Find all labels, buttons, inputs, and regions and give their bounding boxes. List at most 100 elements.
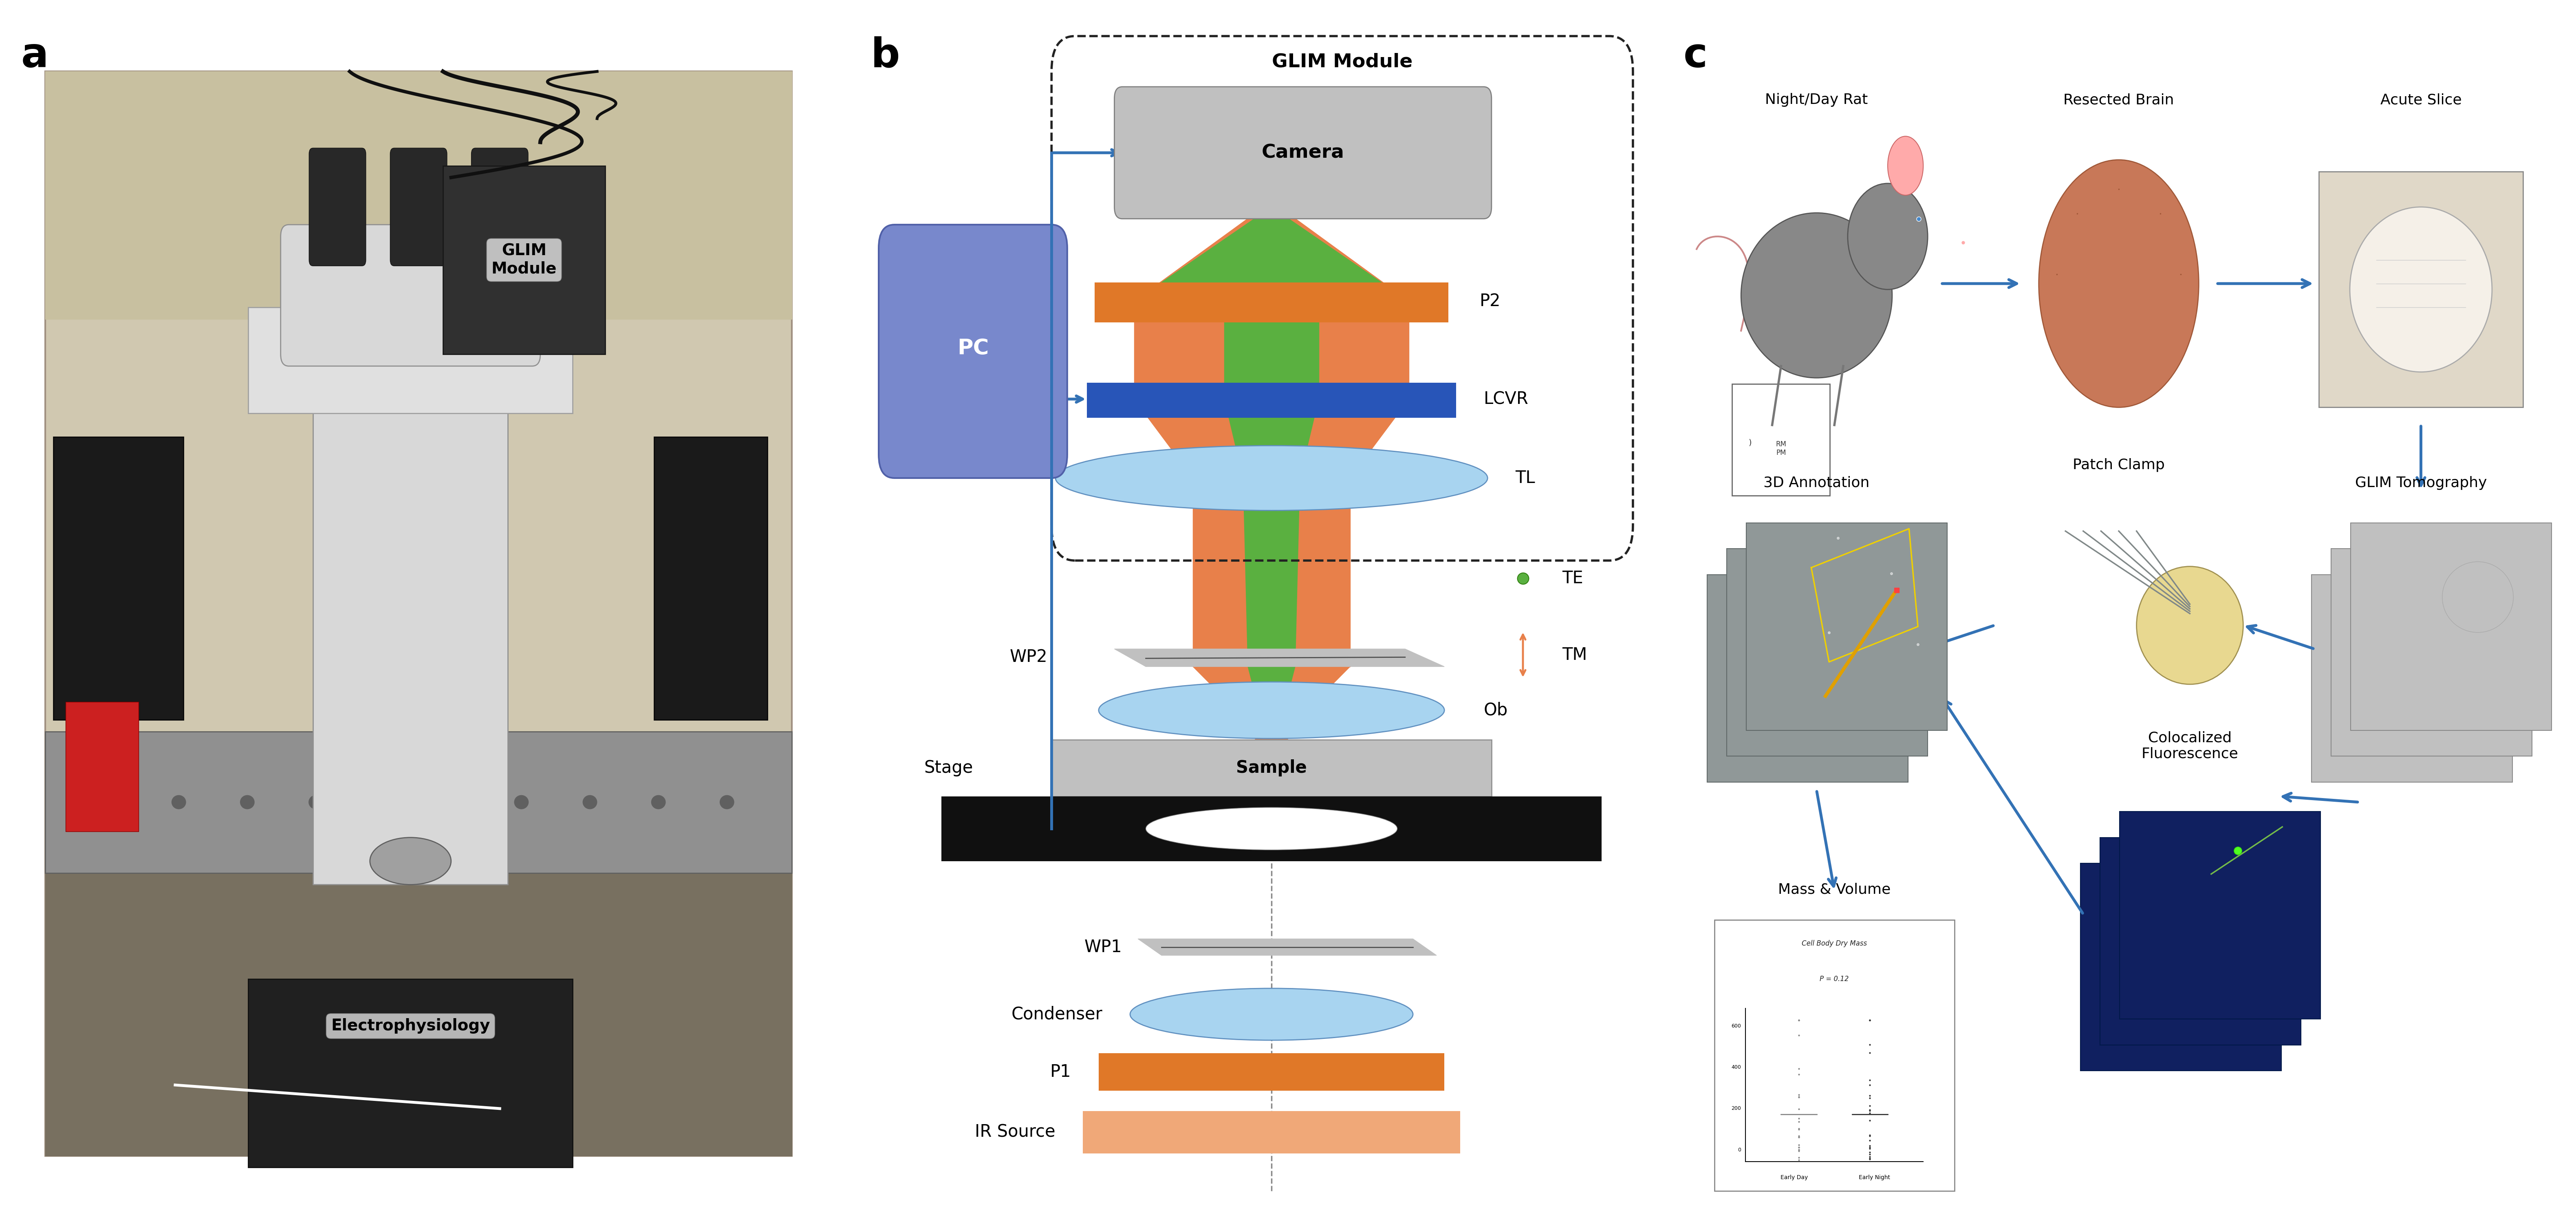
Polygon shape: [1133, 207, 1273, 301]
Ellipse shape: [2136, 566, 2244, 684]
Ellipse shape: [652, 795, 665, 809]
FancyBboxPatch shape: [2352, 522, 2553, 730]
Text: 0: 0: [1739, 1147, 1741, 1153]
FancyBboxPatch shape: [1731, 384, 1829, 496]
FancyBboxPatch shape: [2318, 171, 2522, 407]
Text: PC: PC: [958, 338, 989, 358]
Ellipse shape: [1146, 808, 1396, 849]
FancyBboxPatch shape: [309, 148, 366, 266]
FancyBboxPatch shape: [64, 702, 139, 831]
Text: Cell Body Dry Mass: Cell Body Dry Mass: [1801, 940, 1868, 948]
Text: WP2: WP2: [1010, 649, 1048, 666]
Ellipse shape: [515, 795, 528, 809]
Polygon shape: [1224, 301, 1319, 399]
FancyBboxPatch shape: [1115, 86, 1492, 219]
Polygon shape: [1193, 667, 1350, 734]
Text: TM: TM: [1561, 646, 1587, 663]
Text: Camera: Camera: [1262, 143, 1345, 162]
Text: 400: 400: [1731, 1064, 1741, 1070]
Ellipse shape: [1847, 183, 1927, 289]
FancyBboxPatch shape: [443, 165, 605, 355]
Ellipse shape: [309, 795, 322, 809]
FancyBboxPatch shape: [2081, 864, 2282, 1070]
Text: c: c: [1682, 36, 1708, 75]
Text: P2: P2: [1479, 293, 1502, 310]
FancyBboxPatch shape: [2120, 812, 2321, 1019]
Text: TL: TL: [1515, 469, 1535, 486]
Bar: [943, 796, 1602, 861]
Ellipse shape: [2349, 207, 2491, 372]
Bar: [1051, 740, 1492, 796]
Text: TE: TE: [1561, 570, 1584, 587]
FancyBboxPatch shape: [389, 148, 448, 266]
Text: b: b: [871, 36, 899, 75]
Text: Sample: Sample: [1236, 759, 1306, 776]
Text: ): ): [1749, 439, 1752, 447]
Text: RM
PM: RM PM: [1775, 441, 1785, 457]
FancyBboxPatch shape: [1708, 575, 1909, 782]
Ellipse shape: [103, 795, 118, 809]
FancyBboxPatch shape: [878, 225, 1066, 477]
FancyBboxPatch shape: [654, 437, 768, 719]
Text: LCVR: LCVR: [1484, 390, 1528, 408]
Text: Patch Clamp: Patch Clamp: [2074, 458, 2164, 473]
Polygon shape: [1133, 207, 1409, 301]
Polygon shape: [1193, 477, 1350, 667]
Bar: [1082, 1111, 1461, 1153]
Text: P = 0.12: P = 0.12: [1819, 976, 1850, 983]
Text: 600: 600: [1731, 1023, 1741, 1029]
Polygon shape: [1133, 399, 1409, 477]
Text: GLIM Tomography: GLIM Tomography: [2354, 476, 2486, 490]
Polygon shape: [1133, 301, 1409, 399]
Polygon shape: [1247, 667, 1296, 734]
FancyBboxPatch shape: [2311, 575, 2512, 782]
Polygon shape: [1273, 207, 1409, 301]
FancyBboxPatch shape: [247, 979, 572, 1168]
Text: GLIM Module: GLIM Module: [1273, 52, 1412, 72]
Text: 200: 200: [1731, 1106, 1741, 1112]
Ellipse shape: [446, 795, 461, 809]
FancyBboxPatch shape: [281, 225, 541, 366]
Bar: [1095, 282, 1448, 322]
Ellipse shape: [719, 795, 734, 809]
Ellipse shape: [1888, 136, 1924, 196]
Text: Early Day: Early Day: [1780, 1175, 1808, 1181]
Text: Electrophysiology: Electrophysiology: [330, 1018, 489, 1034]
Polygon shape: [1115, 649, 1445, 667]
FancyBboxPatch shape: [1726, 549, 1927, 756]
Text: GLIM
Module: GLIM Module: [492, 243, 556, 277]
Ellipse shape: [2038, 160, 2200, 407]
FancyBboxPatch shape: [2099, 837, 2300, 1045]
FancyBboxPatch shape: [1716, 920, 1955, 1191]
Text: Mass & Volume: Mass & Volume: [1777, 882, 1891, 897]
FancyBboxPatch shape: [471, 148, 528, 266]
Text: Stage: Stage: [925, 759, 974, 776]
Bar: [1097, 1053, 1445, 1091]
Ellipse shape: [1100, 682, 1445, 739]
FancyBboxPatch shape: [46, 731, 791, 872]
FancyBboxPatch shape: [2331, 549, 2532, 756]
Ellipse shape: [1741, 213, 1893, 378]
Text: Condenser: Condenser: [1012, 1006, 1103, 1023]
Ellipse shape: [240, 795, 255, 809]
Polygon shape: [1244, 477, 1301, 667]
Text: Ob: Ob: [1484, 701, 1507, 719]
Text: WP1: WP1: [1084, 938, 1123, 956]
FancyBboxPatch shape: [46, 72, 791, 1155]
FancyBboxPatch shape: [314, 295, 507, 885]
Text: Resected Brain: Resected Brain: [2063, 92, 2174, 107]
FancyBboxPatch shape: [1747, 522, 1947, 730]
Text: Acute Slice: Acute Slice: [2380, 92, 2463, 107]
Text: Early Night: Early Night: [1860, 1175, 1891, 1181]
Polygon shape: [1208, 734, 1334, 796]
Polygon shape: [1224, 399, 1319, 477]
Ellipse shape: [371, 837, 451, 885]
Ellipse shape: [173, 795, 185, 809]
Ellipse shape: [1131, 988, 1414, 1040]
FancyBboxPatch shape: [54, 437, 183, 719]
Polygon shape: [1139, 939, 1437, 955]
Text: Colocalized
Fluorescence: Colocalized Fluorescence: [2141, 731, 2239, 761]
Text: 3D Annotation: 3D Annotation: [1765, 476, 1870, 490]
Text: Night/Day Rat: Night/Day Rat: [1765, 92, 1868, 107]
Ellipse shape: [582, 795, 598, 809]
